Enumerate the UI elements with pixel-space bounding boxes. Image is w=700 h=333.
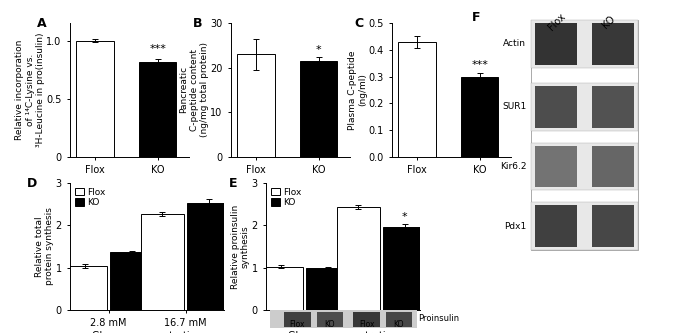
Bar (531, 20, 638, 68)
Bar (386, 312, 412, 327)
Y-axis label: Relative incorporation
of ¹⁴C-Lysine vs.
³H-Leucine in pro(insulin): Relative incorporation of ¹⁴C-Lysine vs.… (15, 33, 45, 147)
Bar (535, 205, 577, 247)
Text: ***: *** (149, 44, 166, 54)
Bar (535, 86, 577, 128)
Text: *: * (316, 45, 321, 55)
X-axis label: Glucose concentration: Glucose concentration (288, 331, 398, 333)
Text: SUR1: SUR1 (502, 102, 526, 111)
Bar (383, 226, 426, 310)
Text: Flox: Flox (359, 320, 375, 329)
Text: E: E (229, 177, 237, 190)
Bar (592, 86, 634, 128)
Bar (354, 312, 379, 327)
Bar (64, 266, 107, 310)
Text: KO: KO (393, 320, 404, 329)
Bar (592, 146, 634, 187)
Y-axis label: Relative proinsulin
synthesis: Relative proinsulin synthesis (230, 204, 250, 289)
Bar (237, 54, 275, 157)
Bar (398, 42, 436, 157)
Text: Proinsulin: Proinsulin (418, 314, 459, 323)
Bar (531, 143, 638, 190)
Text: ***: *** (471, 60, 488, 70)
Bar (110, 252, 153, 310)
Text: B: B (193, 17, 202, 30)
Bar (187, 203, 230, 310)
Bar (306, 267, 349, 310)
Text: A: A (36, 17, 46, 30)
Bar (260, 267, 303, 310)
Y-axis label: Relative total
protein synthesis: Relative total protein synthesis (34, 207, 54, 285)
Bar (300, 61, 337, 157)
Y-axis label: Plasma C-peptide
(ng/ml): Plasma C-peptide (ng/ml) (347, 50, 367, 130)
Bar (316, 312, 343, 327)
Bar (531, 202, 638, 250)
Bar (535, 146, 577, 187)
Bar (531, 83, 638, 131)
X-axis label: Glucose concentration: Glucose concentration (92, 331, 202, 333)
Bar (141, 214, 184, 310)
Bar (592, 205, 634, 247)
Text: Kir6.2: Kir6.2 (500, 162, 526, 171)
Text: KO: KO (601, 14, 617, 30)
Bar (337, 207, 380, 310)
Bar (139, 62, 176, 157)
Text: Flox: Flox (546, 12, 567, 33)
Bar (284, 312, 311, 327)
Bar (531, 20, 638, 250)
Bar (76, 41, 114, 157)
Bar (461, 77, 498, 157)
Bar (535, 23, 577, 65)
Text: KO: KO (325, 320, 335, 329)
Y-axis label: Pancreatic
C-peptide content
(ng/mg total protein): Pancreatic C-peptide content (ng/mg tota… (179, 42, 209, 138)
Bar (270, 310, 416, 328)
Text: F: F (472, 11, 480, 24)
Text: Flox: Flox (290, 320, 305, 329)
Legend: Flox, KO: Flox, KO (74, 188, 106, 207)
Bar (592, 23, 634, 65)
Legend: Flox, KO: Flox, KO (270, 188, 302, 207)
Text: Pdx1: Pdx1 (504, 222, 526, 231)
Text: *: * (402, 212, 407, 222)
Text: C: C (354, 17, 363, 30)
Text: Actin: Actin (503, 39, 526, 48)
Text: D: D (27, 177, 37, 190)
